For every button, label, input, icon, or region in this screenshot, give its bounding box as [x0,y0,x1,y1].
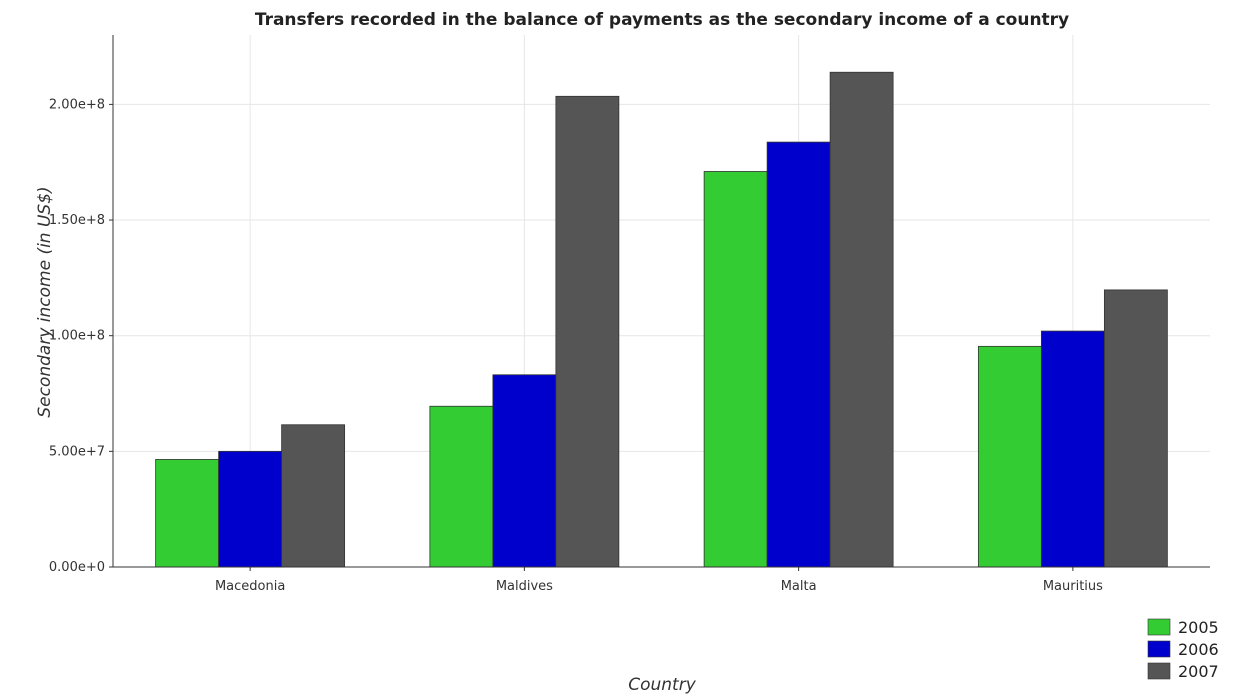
bar-malta-2005 [703,171,768,568]
bar-macedonia-2006 [218,450,283,568]
y-tick-label: 5.00e+7 [49,444,105,459]
axes: 0.00e+0 5.00e+7 1.00e+8 1.50e+8 2.00e+8 Maced… [49,35,1210,594]
y-tick-label: 1.00e+8 [49,329,105,344]
bar-maldives-2005 [429,405,494,568]
legend-label-2005: 2005 [1178,618,1219,637]
x-tick-label: Maldives [496,579,553,594]
x-tick-label: Mauritius [1043,579,1103,594]
legend-swatch-2006 [1147,640,1171,658]
legend: 2005 2006 2007 [1147,618,1219,681]
bar-macedonia-2007 [281,424,346,568]
legend-swatch-2007 [1147,662,1171,680]
bars [155,71,1168,568]
y-axis-label: Secondary income (in US$) [35,186,55,417]
legend-label-2007: 2007 [1178,662,1219,681]
legend-swatch-2005 [1147,618,1171,636]
x-axis-label: Country [628,675,696,695]
bar-malta-2007 [829,71,894,568]
y-tick-label: 1.50e+8 [49,213,105,228]
bar-macedonia-2005 [155,459,220,568]
bar-mauritius-2006 [1040,330,1105,568]
x-tick-label: Malta [781,579,817,594]
bar-malta-2006 [766,141,831,568]
y-tick-label: 2.00e+8 [49,97,105,112]
bar-mauritius-2005 [977,345,1042,568]
bar-maldives-2006 [492,374,557,568]
bar-maldives-2007 [555,95,620,568]
chart-title: Transfers recorded in the balance of pay… [255,10,1069,30]
bar-mauritius-2007 [1103,289,1168,568]
x-tick-label: Macedonia [215,579,285,594]
y-tick-label: 0.00e+0 [49,560,105,575]
legend-label-2006: 2006 [1178,640,1219,659]
